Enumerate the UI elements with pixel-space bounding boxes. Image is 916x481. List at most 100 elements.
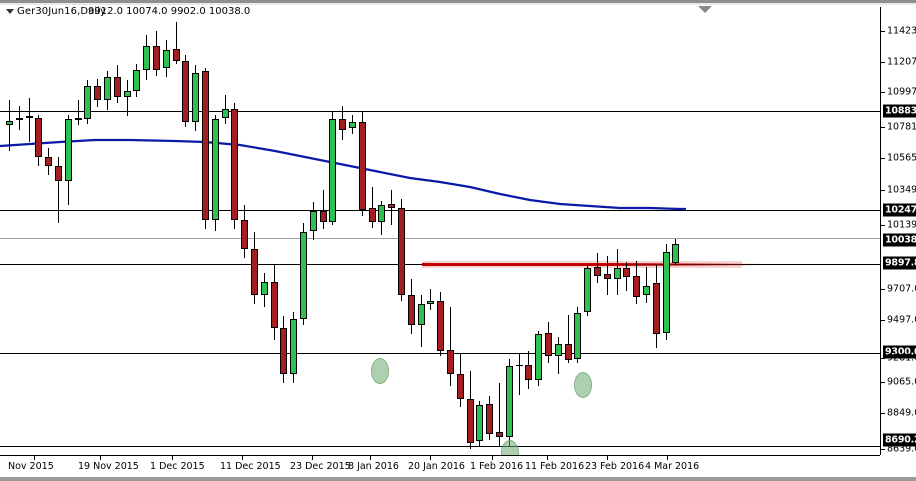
candle-body: [280, 328, 288, 374]
candlestick: [456, 20, 464, 455]
candle-body: [104, 77, 111, 100]
candlestick: [398, 20, 405, 455]
candle-wick: [371, 187, 373, 228]
candle-body: [143, 45, 151, 70]
candle-body: [456, 373, 464, 400]
candle-body: [574, 313, 582, 359]
candlestick: [309, 20, 317, 455]
candlestick: [447, 20, 454, 455]
price-tick: [881, 225, 885, 226]
date-label: 1 Feb 2016: [470, 461, 524, 472]
candle-body: [672, 244, 680, 264]
price-scale[interactable]: 11423 11207 10997 10883 10781 10565 10349 10247…: [881, 0, 916, 481]
candle-wick: [567, 314, 569, 364]
chevron-down-icon[interactable]: [6, 9, 14, 14]
price-label: 9497.0: [887, 314, 916, 326]
support-touch-3[interactable]: [574, 372, 592, 398]
resistance-ray-core[interactable]: [422, 263, 612, 266]
candle-body: [309, 211, 317, 231]
candle-body: [633, 275, 641, 297]
chevron-down-marker-icon[interactable]: [698, 6, 712, 13]
candlestick: [280, 20, 288, 455]
date-tick: [242, 455, 243, 460]
date-tick: [667, 455, 668, 460]
window-titlebar-top: [0, 0, 916, 3]
price-axis-line: [880, 7, 881, 455]
date-tick: [607, 455, 608, 460]
candle-body: [554, 343, 562, 356]
candle-body: [270, 281, 278, 329]
candle-body: [358, 122, 366, 210]
candle-body: [84, 86, 92, 120]
candlestick: [417, 20, 425, 455]
candlestick: [476, 20, 484, 455]
candlestick: [113, 20, 121, 455]
date-label: 23 Dec 2015: [290, 461, 351, 472]
price-tick: [881, 190, 885, 191]
candle-body: [45, 156, 53, 166]
candle-body: [427, 301, 435, 305]
candle-wick: [175, 21, 177, 64]
candle-body: [231, 108, 239, 221]
candlestick: [554, 20, 562, 455]
candle-body: [35, 117, 43, 157]
candlestick: [211, 20, 219, 455]
candle-wick: [450, 307, 451, 386]
candlestick: [231, 20, 239, 455]
candle-body: [407, 295, 415, 326]
price-tick: [881, 382, 885, 383]
candle-body: [192, 72, 200, 123]
candlestick: [123, 20, 131, 455]
candle-body: [319, 211, 327, 222]
price-tick: [881, 62, 885, 63]
date-label: 8 Jan 2016: [348, 461, 399, 472]
price-level-line[interactable]: [0, 238, 880, 239]
date-tick: [430, 455, 431, 460]
candlestick: [466, 20, 474, 455]
candlestick: [584, 20, 592, 455]
candlestick: [662, 20, 670, 455]
candle-body: [652, 283, 660, 335]
date-label: 20 Jan 2016: [408, 461, 465, 472]
candlestick: [133, 20, 141, 455]
candlestick: [349, 20, 356, 455]
price-label: 10997: [887, 86, 916, 98]
candle-body: [251, 248, 258, 296]
candlestick: [633, 20, 641, 455]
candlestick: [437, 20, 445, 455]
candlestick: [221, 20, 229, 455]
chart-plot-area[interactable]: [0, 20, 880, 455]
date-label: 23 Feb 2016: [585, 461, 645, 472]
price-tick: [881, 31, 885, 32]
date-axis-line: [0, 455, 880, 456]
price-level-line[interactable]: [0, 210, 880, 211]
price-label: 9281.0: [887, 352, 916, 364]
price-level-line[interactable]: [0, 353, 880, 354]
candle-body: [584, 268, 592, 312]
moving-average-svg: [0, 138, 686, 211]
candle-body: [476, 405, 484, 442]
candlestick: [35, 20, 43, 455]
candle-body: [300, 232, 307, 320]
candlestick: [94, 20, 102, 455]
candlestick: [486, 20, 494, 455]
candlestick: [300, 20, 307, 455]
candlestick: [672, 20, 680, 455]
price-tick: [881, 320, 885, 321]
resistance-ray-fade: [612, 263, 762, 266]
candlestick: [251, 20, 258, 455]
price-label-highlighted: 9897.8: [883, 256, 916, 270]
candle-body: [486, 403, 494, 434]
candle-body: [64, 119, 72, 181]
support-touch-1[interactable]: [371, 358, 389, 384]
price-level-line[interactable]: [0, 446, 880, 447]
candlestick: [496, 20, 503, 455]
candle-wick: [499, 382, 500, 446]
candle-body: [211, 119, 219, 221]
candle-body: [25, 116, 33, 119]
window-titlebar-shadow: [0, 3, 916, 5]
candlestick: [84, 20, 92, 455]
price-level-line[interactable]: [0, 111, 880, 112]
price-tick: [881, 289, 885, 290]
